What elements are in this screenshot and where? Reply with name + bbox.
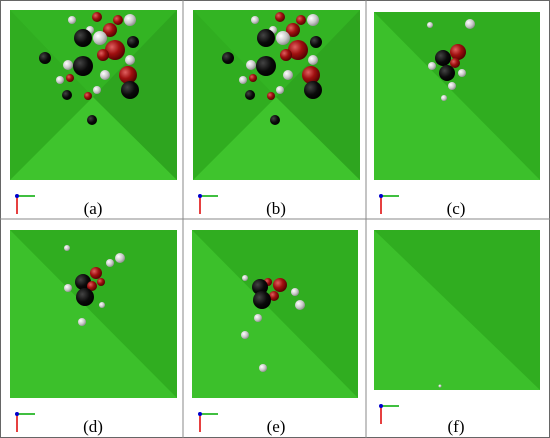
panel-e: (e) (192, 230, 358, 436)
panel-label: (a) (84, 199, 103, 218)
panel-label: (f) (448, 417, 465, 436)
panel-label: (c) (447, 199, 466, 218)
panel-label: (d) (83, 417, 103, 436)
panel-d: (d) (10, 230, 177, 436)
panel-label: (e) (267, 417, 286, 436)
panel-label: (b) (266, 199, 286, 218)
panel-c: (c) (374, 12, 540, 218)
panel-a: (a) (10, 10, 177, 218)
panel-b: (b) (193, 10, 360, 218)
panel-f: (f) (374, 230, 540, 436)
